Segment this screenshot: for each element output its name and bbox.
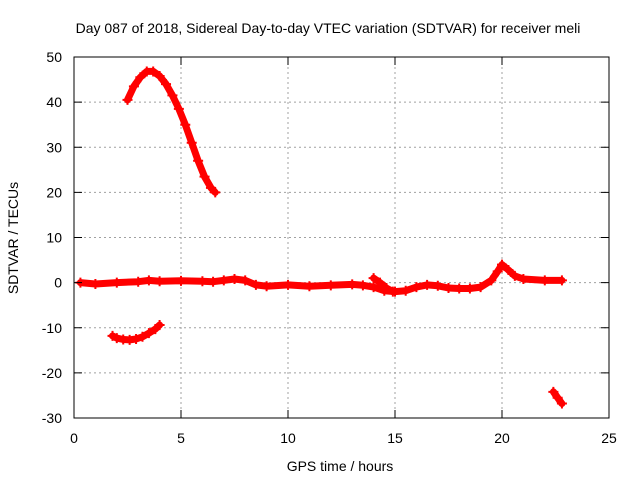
y-tick-label: 40: [46, 94, 62, 110]
data-point: [122, 94, 133, 105]
y-tick-label: -10: [42, 320, 62, 336]
x-tick-label: 25: [601, 430, 617, 446]
data-point: [154, 70, 165, 81]
data-point: [552, 392, 563, 403]
data-point: [176, 275, 186, 286]
series-arc-late: [548, 386, 567, 409]
data-point: [368, 282, 379, 293]
data-point: [261, 281, 272, 292]
y-tick-label: 20: [46, 184, 62, 200]
data-point: [90, 278, 101, 289]
grid-lines: [74, 57, 609, 418]
data-point: [148, 66, 159, 77]
x-tick-label: 0: [70, 430, 78, 446]
data-point: [387, 286, 398, 297]
x-axis-label: GPS time / hours: [287, 458, 394, 474]
y-tick-label: -30: [42, 410, 62, 426]
data-point: [154, 276, 165, 287]
data-point: [131, 334, 142, 345]
data-point: [143, 328, 154, 339]
data-point: [556, 275, 567, 286]
data-point: [128, 81, 139, 92]
data-point: [454, 283, 465, 294]
data-point: [173, 103, 184, 114]
data-point: [167, 90, 178, 101]
data-point: [135, 72, 146, 83]
y-tick-label: 50: [46, 49, 62, 65]
data-point: [229, 274, 240, 285]
data-point: [210, 187, 221, 198]
data-point: [111, 277, 122, 288]
y-axis-label: SDTVAR / TECUs: [5, 182, 21, 294]
data-point: [443, 283, 454, 294]
data-point: [193, 155, 204, 166]
data-point: [197, 276, 208, 287]
data-point: [111, 333, 122, 344]
data-point: [133, 276, 144, 287]
data-point: [464, 283, 475, 294]
data-point: [375, 277, 386, 288]
data-point: [347, 279, 358, 290]
data-point: [186, 137, 197, 148]
x-tick-label: 10: [280, 430, 296, 446]
data-point: [143, 275, 154, 286]
series-layer: [75, 66, 567, 409]
x-tick-label: 20: [494, 430, 510, 446]
data-point: [486, 275, 497, 286]
data-point: [400, 285, 411, 296]
series-arc-high: [122, 66, 221, 198]
data-point: [509, 270, 520, 281]
chart-title: Day 087 of 2018, Sidereal Day-to-day VTE…: [76, 20, 581, 36]
data-point: [503, 264, 514, 275]
data-point: [250, 279, 261, 290]
series-line: [124, 67, 219, 196]
data-point: [218, 275, 229, 286]
data-point: [208, 276, 219, 287]
data-point: [422, 279, 433, 290]
x-tick-label: 5: [177, 430, 185, 446]
data-point: [137, 331, 148, 342]
y-tick-label: 0: [54, 275, 62, 291]
data-point: [304, 281, 315, 292]
data-point: [548, 386, 559, 397]
series-line: [370, 274, 397, 296]
data-point: [497, 259, 507, 270]
data-point: [492, 266, 503, 277]
data-point: [154, 320, 165, 331]
data-point: [411, 282, 422, 293]
data-point: [240, 275, 251, 286]
x-tick-label: 15: [387, 430, 403, 446]
data-point: [539, 275, 550, 286]
data-point: [381, 283, 392, 294]
data-point: [518, 274, 529, 285]
data-point: [357, 280, 368, 291]
y-tick-label: -20: [42, 365, 62, 381]
series-baseline: [75, 259, 567, 297]
data-point: [475, 282, 486, 293]
data-point: [161, 79, 172, 90]
data-point: [283, 279, 293, 290]
data-point: [432, 280, 443, 291]
data-point: [325, 280, 336, 291]
data-point: [180, 119, 191, 130]
data-point: [199, 171, 210, 182]
series-line: [76, 261, 566, 296]
axis-ticks: 0 5 10 15 20 25 -30 -20 -10 0 10 20 30 40 50: [42, 49, 617, 446]
data-point: [556, 398, 567, 409]
data-point: [368, 273, 379, 284]
y-tick-label: 10: [46, 230, 62, 246]
y-tick-label: 30: [46, 139, 62, 155]
series-spike-14: [368, 273, 398, 297]
series-arc-low: [107, 320, 165, 345]
